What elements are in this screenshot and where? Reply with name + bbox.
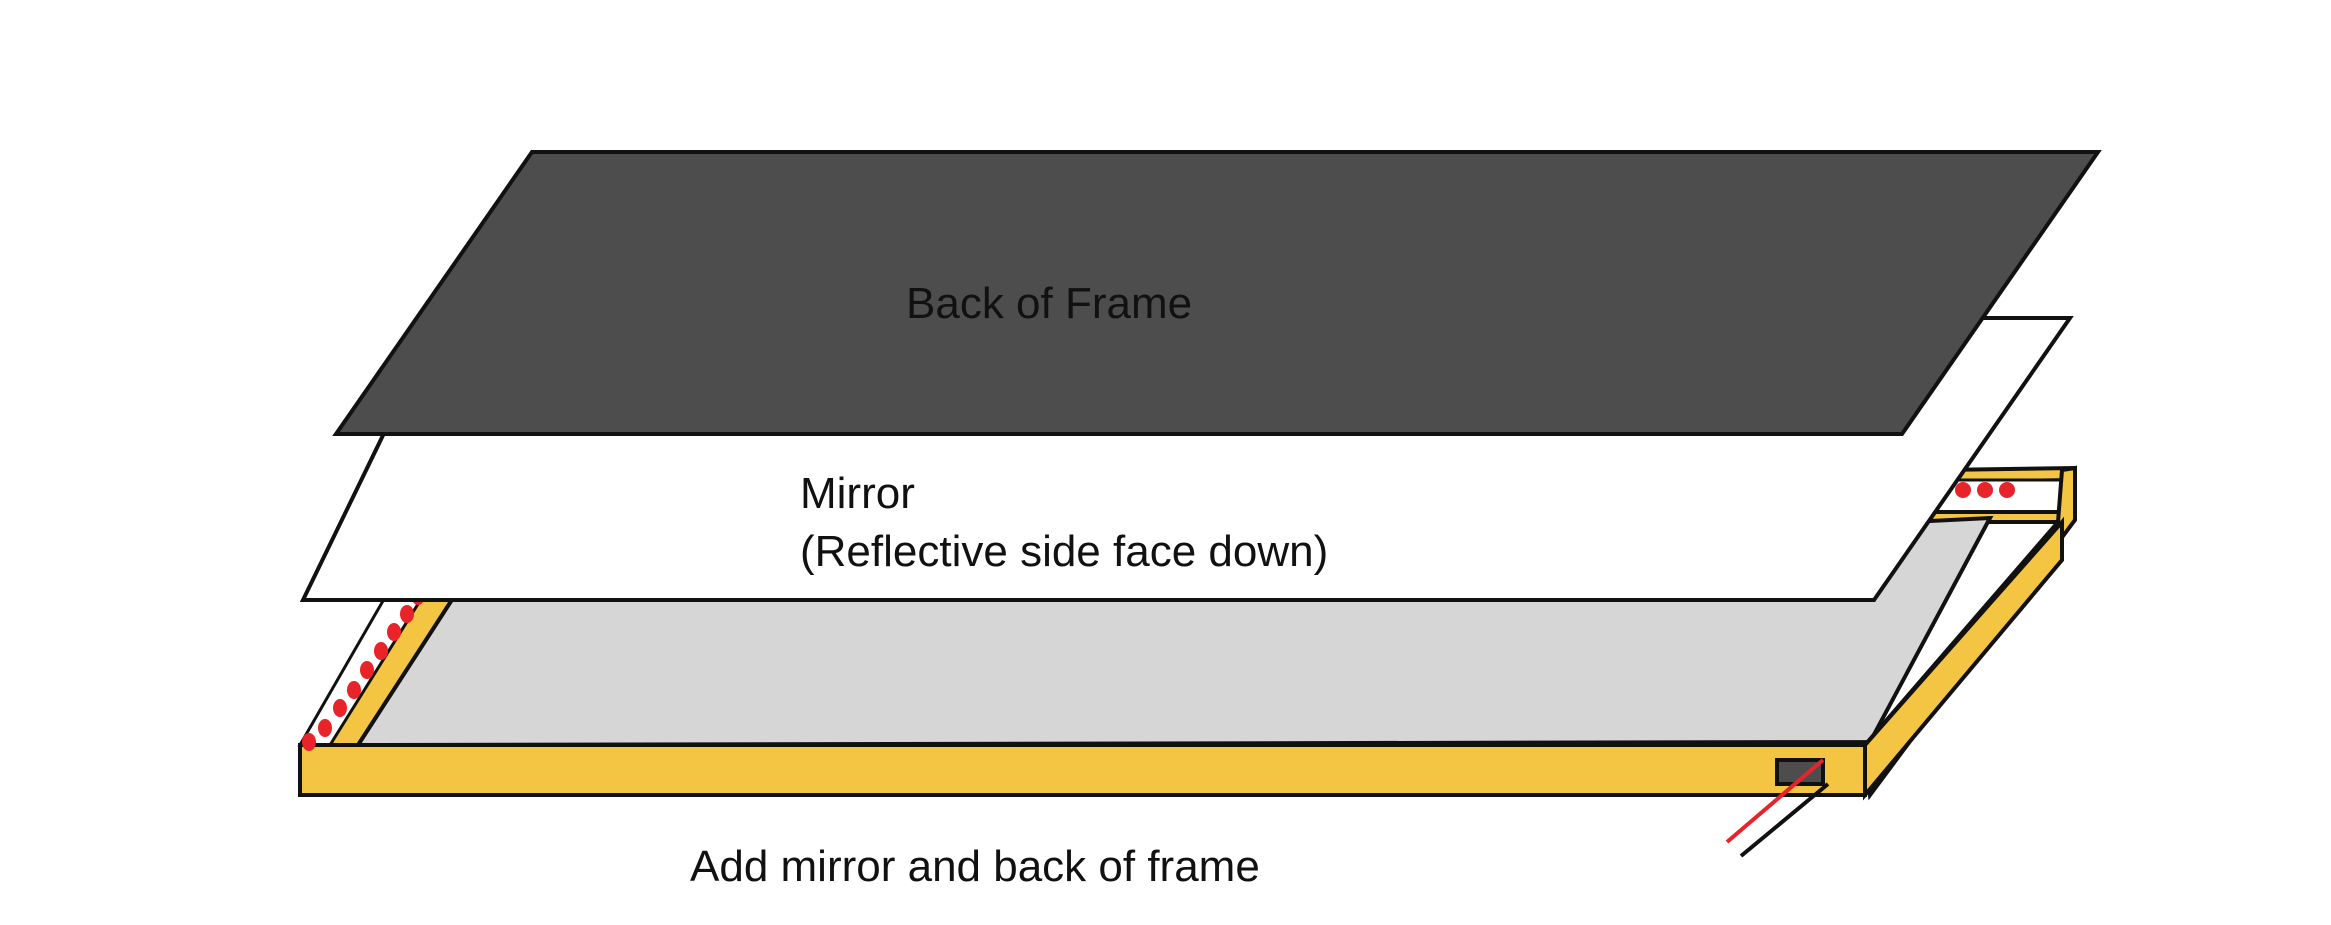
led-strip-left: [302, 591, 424, 751]
wire-red: [1725, 758, 1825, 844]
led-dot: [1977, 482, 1993, 498]
mirror-label: Mirror: [800, 469, 915, 518]
mirror-sublabel: (Reflective side face down): [800, 527, 1328, 576]
back-of-frame-label: Back of Frame: [906, 279, 1192, 328]
led-dot: [318, 719, 332, 737]
led-strip-back: [1955, 482, 2015, 498]
back-of-frame-panel: [332, 150, 2102, 436]
caption: Add mirror and back of frame: [690, 842, 1260, 891]
led-dot: [360, 661, 374, 679]
led-dot: [387, 623, 401, 641]
led-dot: [1955, 482, 1971, 498]
led-dot: [347, 681, 361, 699]
led-dot: [1999, 482, 2015, 498]
led-dot: [302, 733, 316, 751]
frame-right-face: [1863, 516, 2064, 801]
led-dot: [374, 642, 388, 660]
led-dot: [333, 699, 347, 717]
wire-black: [1739, 782, 1830, 858]
led-dot: [400, 605, 414, 623]
frame-front-face: [298, 743, 1867, 797]
